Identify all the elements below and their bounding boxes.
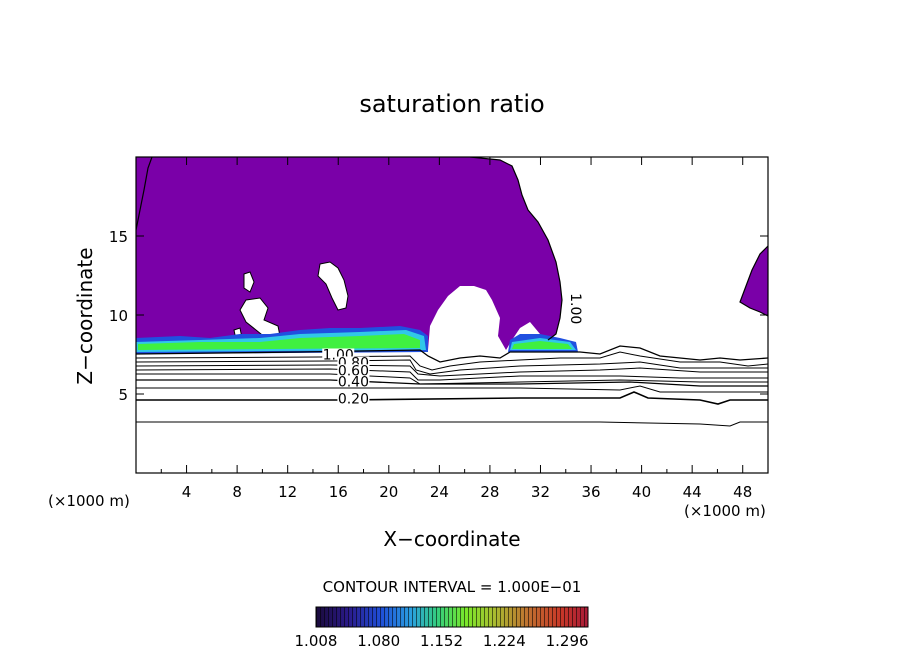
colorbar-label: 1.152 (420, 632, 463, 650)
y-axis-ticks: 5 10 15 (109, 228, 768, 404)
x-tick-label: 36 (581, 483, 600, 501)
x-tick-label: 48 (733, 483, 752, 501)
x-tick-label: 28 (480, 483, 499, 501)
x-tick-label: 20 (379, 483, 398, 501)
y-tick-label: 15 (109, 228, 128, 246)
colorbar (315, 606, 589, 628)
cloud-base-band-left-green (138, 334, 420, 350)
y-tick-label: 5 (118, 386, 128, 404)
contour-label: 1.00 (567, 293, 583, 324)
x-axis-label: X−coordinate (383, 527, 520, 551)
colorbar-label: 1.296 (546, 632, 589, 650)
x-tick-label: 8 (232, 483, 242, 501)
contour-line-0-10 (136, 421, 768, 427)
contour-interval-text: CONTOUR INTERVAL = 1.000E−01 (323, 578, 582, 596)
plot-content (136, 157, 768, 427)
cloud-base-band-mid-green (512, 341, 572, 349)
contour-label: 0.40 (338, 374, 369, 390)
contour-line-0-90 (136, 351, 768, 371)
colorbar-label: 1.008 (295, 632, 338, 650)
contour-label-bg (337, 375, 370, 388)
colorbar-label: 1.080 (357, 632, 400, 650)
contour-line-1-00 (136, 345, 768, 363)
x-tick-label: 24 (430, 483, 449, 501)
colorbar-stripe-overlay (316, 607, 588, 627)
contour-line-0-40 (136, 379, 768, 387)
x-tick-label: 44 (683, 483, 702, 501)
contour-label: 0.60 (338, 363, 369, 379)
x-tick-label: 4 (182, 483, 192, 501)
y-axis-label: Z−coordinate (73, 247, 97, 384)
y-tick-label: 10 (109, 307, 128, 325)
chart-title: saturation ratio (359, 90, 544, 118)
contour-line-0-80 (136, 359, 768, 375)
colorbar-border (315, 606, 589, 628)
cloud-left-edge (136, 157, 152, 230)
clear-hole-2 (243, 271, 255, 293)
contour-line-0-70 (136, 364, 768, 377)
clear-hole-1 (317, 261, 349, 311)
x-unit-left: (×1000 m) (48, 492, 130, 510)
contour-line-0-20 (136, 391, 768, 405)
x-tick-label: 40 (632, 483, 651, 501)
contour-label: 0.20 (338, 392, 369, 408)
colorbar-label: 1.224 (483, 632, 526, 650)
contour-lines (136, 345, 768, 427)
contour-label-bg (337, 392, 370, 405)
x-tick-label: 12 (278, 483, 297, 501)
contour-label-bg (337, 364, 370, 377)
x-tick-label: 16 (329, 483, 348, 501)
contour-label-bg (569, 292, 582, 325)
x-tick-label: 32 (531, 483, 550, 501)
cloud-outline (136, 157, 768, 341)
colorbar-labels: 1.008 1.080 1.152 1.224 1.296 (295, 632, 589, 650)
contour-line-0-30 (136, 385, 768, 393)
contour-labels: 1.000.800.600.400.201.00 (322, 292, 583, 408)
supersaturated-region-right (740, 246, 768, 316)
supersaturated-region-main (136, 157, 562, 352)
x-unit-right: (×1000 m) (684, 502, 766, 520)
x-axis-ticks: 4 8 12 16 20 24 28 32 36 40 44 48 (160, 157, 752, 501)
